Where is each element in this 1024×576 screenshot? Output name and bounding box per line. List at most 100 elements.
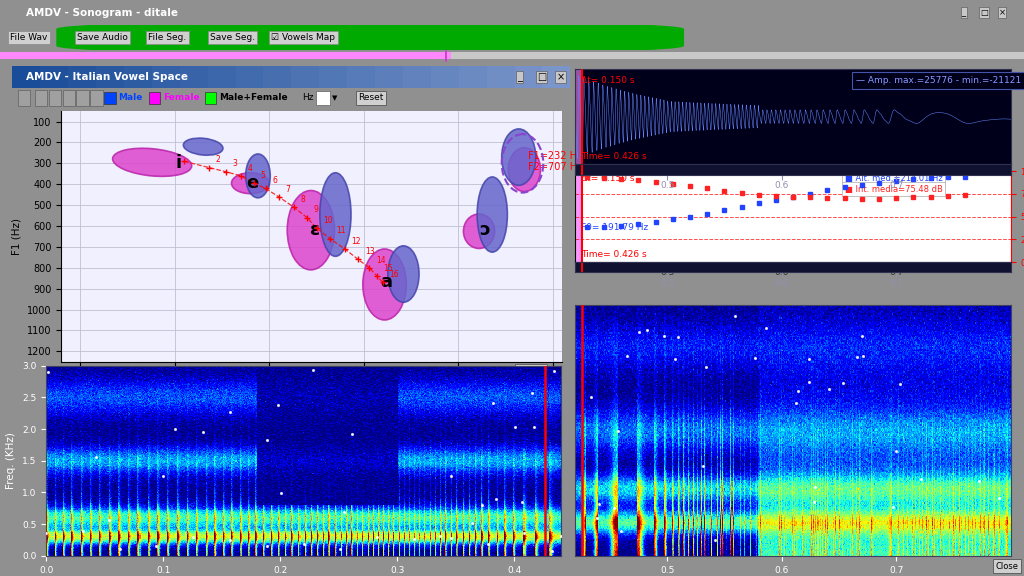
Text: 2: 2 bbox=[215, 156, 220, 164]
Text: F0= 191.79 Hz: F0= 191.79 Hz bbox=[582, 223, 648, 232]
Bar bbox=[347, 66, 375, 88]
Bar bbox=[40, 66, 68, 88]
Text: e: e bbox=[246, 174, 258, 192]
FancyBboxPatch shape bbox=[56, 22, 684, 53]
Text: F1=232 Hz
F2=707 Hz: F1=232 Hz F2=707 Hz bbox=[528, 151, 583, 172]
Bar bbox=[62, 90, 75, 106]
Ellipse shape bbox=[288, 191, 335, 270]
Ellipse shape bbox=[464, 214, 495, 248]
Text: 8: 8 bbox=[300, 195, 305, 204]
Bar bbox=[208, 66, 236, 88]
Bar bbox=[263, 66, 292, 88]
Text: Reset: Reset bbox=[358, 93, 384, 103]
Bar bbox=[0, 52, 1024, 59]
Bar bbox=[319, 66, 347, 88]
Bar bbox=[77, 90, 89, 106]
Text: AMDV - Italian Vowel Space: AMDV - Italian Vowel Space bbox=[27, 72, 188, 82]
Ellipse shape bbox=[183, 138, 223, 155]
Text: 13: 13 bbox=[365, 247, 375, 256]
Text: _: _ bbox=[962, 8, 966, 17]
Text: 5: 5 bbox=[261, 171, 265, 180]
Text: ×: × bbox=[998, 8, 1006, 17]
Y-axis label: Freq. (KHz): Freq. (KHz) bbox=[6, 433, 16, 489]
Text: Save Seg.: Save Seg. bbox=[210, 33, 255, 42]
Bar bbox=[459, 66, 486, 88]
Ellipse shape bbox=[388, 246, 419, 302]
Text: □: □ bbox=[980, 8, 988, 17]
Bar bbox=[68, 66, 96, 88]
Text: Save Audio: Save Audio bbox=[77, 33, 128, 42]
Bar bbox=[152, 66, 180, 88]
Bar bbox=[375, 66, 403, 88]
Bar bbox=[17, 90, 30, 106]
X-axis label: F2 (Hz): F2 (Hz) bbox=[293, 387, 331, 397]
Text: Male+Female: Male+Female bbox=[219, 93, 288, 103]
Text: Female: Female bbox=[163, 93, 200, 103]
Text: 12: 12 bbox=[351, 237, 361, 246]
Bar bbox=[575, 171, 583, 262]
Text: Close: Close bbox=[518, 367, 545, 377]
Bar bbox=[316, 91, 331, 105]
Text: □: □ bbox=[537, 72, 546, 82]
Text: 16: 16 bbox=[389, 270, 399, 279]
Text: ɔ: ɔ bbox=[479, 221, 490, 239]
Text: ■ Alt. med.=214.01 Hz: ■ Alt. med.=214.01 Hz bbox=[845, 174, 942, 183]
Text: 11: 11 bbox=[336, 226, 346, 236]
Bar bbox=[35, 90, 47, 106]
Y-axis label: F1 (Hz): F1 (Hz) bbox=[11, 218, 22, 255]
Text: Male: Male bbox=[119, 93, 142, 103]
Text: 3: 3 bbox=[232, 160, 238, 169]
Text: 14: 14 bbox=[376, 256, 386, 264]
Text: Hz: Hz bbox=[302, 93, 314, 103]
Text: 15: 15 bbox=[384, 264, 393, 273]
Text: ε: ε bbox=[309, 221, 319, 239]
Text: 10: 10 bbox=[324, 216, 333, 225]
Ellipse shape bbox=[246, 154, 270, 198]
Ellipse shape bbox=[477, 177, 507, 252]
Bar bbox=[0, 52, 451, 59]
Text: 9: 9 bbox=[313, 206, 318, 214]
Text: Δt= 0.150 s: Δt= 0.150 s bbox=[582, 174, 635, 183]
Text: AMDV - Sonogram - ditale: AMDV - Sonogram - ditale bbox=[26, 7, 177, 18]
Bar bbox=[12, 66, 40, 88]
Ellipse shape bbox=[319, 173, 351, 256]
Bar bbox=[104, 92, 116, 104]
Bar bbox=[543, 66, 570, 88]
Text: a: a bbox=[381, 274, 392, 291]
Bar bbox=[205, 92, 216, 104]
Text: _: _ bbox=[517, 72, 522, 82]
Ellipse shape bbox=[508, 147, 541, 192]
Text: ▼: ▼ bbox=[332, 95, 338, 101]
Bar bbox=[90, 90, 102, 106]
Text: 7: 7 bbox=[286, 184, 290, 194]
Text: Δt= 0.150 s: Δt= 0.150 s bbox=[582, 76, 635, 85]
Text: 6: 6 bbox=[272, 176, 278, 185]
Ellipse shape bbox=[362, 249, 407, 320]
Bar bbox=[292, 66, 319, 88]
Bar bbox=[403, 66, 431, 88]
Text: 4: 4 bbox=[248, 164, 253, 173]
Bar bbox=[515, 66, 543, 88]
Bar bbox=[150, 92, 160, 104]
Text: i: i bbox=[175, 154, 181, 172]
Text: ×: × bbox=[556, 72, 564, 82]
Bar bbox=[96, 66, 124, 88]
Text: ☑ Vowels Map: ☑ Vowels Map bbox=[271, 33, 336, 42]
Text: — Amp. max.=25776 - min.=-21121: — Amp. max.=25776 - min.=-21121 bbox=[856, 75, 1021, 85]
Text: ▶: ▶ bbox=[370, 32, 378, 43]
Bar bbox=[236, 66, 263, 88]
Text: Time= 0.426 s: Time= 0.426 s bbox=[582, 251, 647, 259]
Text: File Wav: File Wav bbox=[10, 33, 47, 42]
Ellipse shape bbox=[231, 173, 269, 194]
Text: Close: Close bbox=[995, 562, 1018, 571]
Bar bbox=[48, 90, 60, 106]
Bar bbox=[445, 50, 447, 62]
Text: ■ Int. media=75.48 dB: ■ Int. media=75.48 dB bbox=[845, 185, 942, 194]
Bar bbox=[575, 69, 583, 164]
Bar bbox=[180, 66, 208, 88]
Bar bbox=[431, 66, 459, 88]
Ellipse shape bbox=[502, 129, 536, 185]
Text: File Seg.: File Seg. bbox=[148, 33, 186, 42]
Ellipse shape bbox=[113, 148, 191, 176]
Bar bbox=[124, 66, 152, 88]
